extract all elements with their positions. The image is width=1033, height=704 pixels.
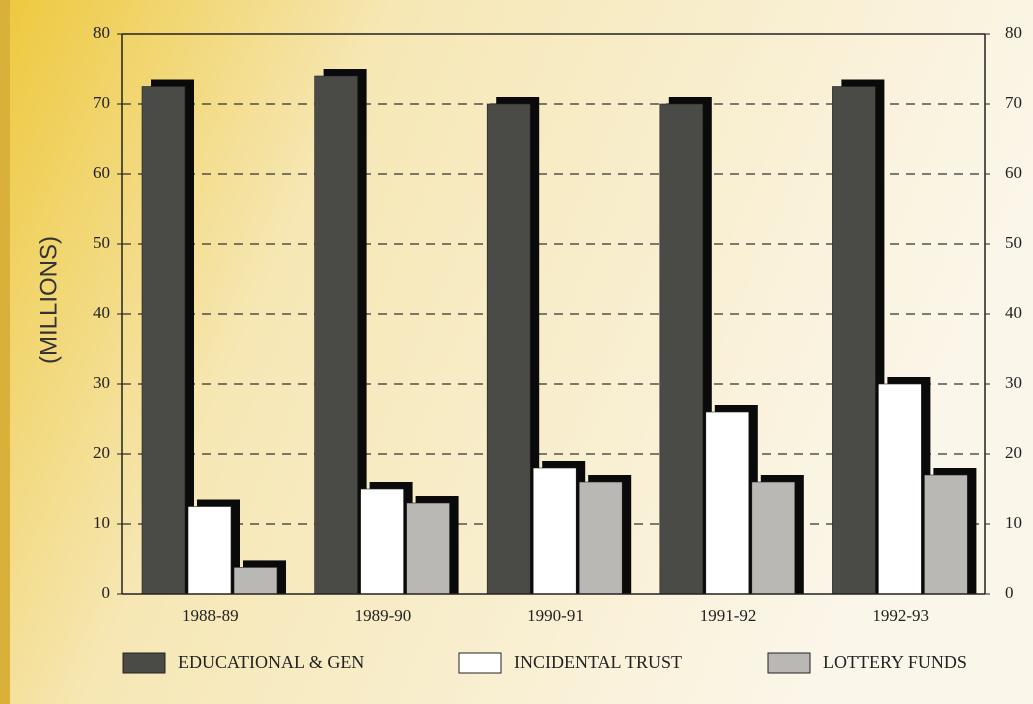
bar — [233, 567, 278, 595]
legend-text: INCIDENTAL TRUST — [514, 652, 682, 672]
y2-tick-label: 80 — [1005, 23, 1022, 42]
y-tick-label: 70 — [93, 93, 110, 112]
legend-swatch — [458, 652, 502, 674]
bar — [141, 86, 186, 595]
y-tick-label: 20 — [93, 443, 110, 462]
x-tick-label: 1989-90 — [355, 606, 412, 625]
y2-tick-label: 70 — [1005, 93, 1022, 112]
y-tick-label: 50 — [93, 233, 110, 252]
y-tick-label: 60 — [93, 163, 110, 182]
bar — [360, 488, 404, 595]
bar — [406, 502, 450, 595]
page-edge — [0, 0, 10, 704]
bar — [705, 411, 750, 595]
bar — [878, 383, 922, 595]
y2-tick-label: 60 — [1005, 163, 1022, 182]
y-tick-label: 30 — [93, 373, 110, 392]
bar — [532, 467, 577, 595]
y-tick-label: 40 — [93, 303, 110, 322]
bar — [187, 506, 232, 595]
y2-tick-label: 0 — [1005, 583, 1014, 602]
y2-tick-label: 10 — [1005, 513, 1022, 532]
bar — [578, 481, 623, 595]
x-tick-label: 1992-93 — [872, 606, 929, 625]
y2-tick-label: 30 — [1005, 373, 1022, 392]
y-tick-label: 0 — [102, 583, 111, 602]
x-tick-label: 1988-89 — [182, 606, 239, 625]
legend-swatch — [122, 652, 166, 674]
bar — [924, 474, 968, 595]
x-tick-label: 1990-91 — [527, 606, 584, 625]
bar — [751, 481, 796, 595]
y2-tick-label: 50 — [1005, 233, 1022, 252]
x-tick-label: 1991-92 — [700, 606, 757, 625]
bar — [486, 103, 531, 595]
y-axis-label: (MILLIONS) — [35, 236, 62, 364]
legend-swatch — [767, 652, 811, 674]
bar — [832, 86, 876, 595]
y2-tick-label: 20 — [1005, 443, 1022, 462]
legend-text: LOTTERY FUNDS — [823, 652, 967, 672]
y2-tick-label: 40 — [1005, 303, 1022, 322]
bar — [314, 75, 358, 595]
bar — [659, 103, 704, 595]
y-tick-label: 10 — [93, 513, 110, 532]
y-tick-label: 80 — [93, 23, 110, 42]
legend-text: EDUCATIONAL & GEN — [178, 652, 364, 672]
